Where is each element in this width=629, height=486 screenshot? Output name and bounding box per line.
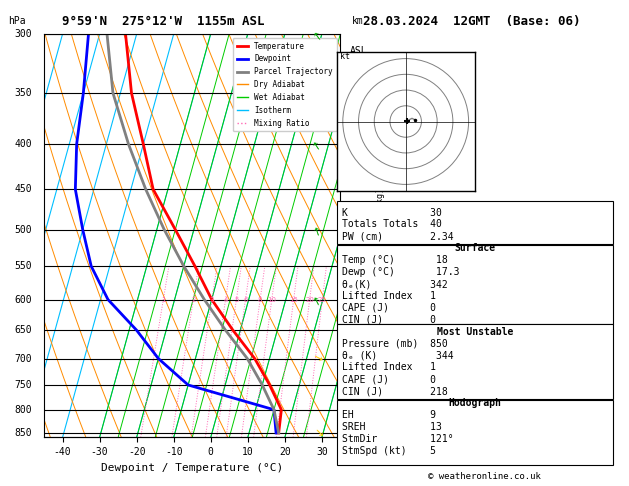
Text: 8: 8	[258, 296, 262, 302]
Text: 28.03.2024  12GMT  (Base: 06): 28.03.2024 12GMT (Base: 06)	[363, 15, 581, 28]
Text: -7: -7	[343, 54, 355, 64]
X-axis label: Dewpoint / Temperature (°C): Dewpoint / Temperature (°C)	[101, 463, 283, 473]
Text: 400: 400	[14, 139, 32, 149]
Text: 800: 800	[14, 405, 32, 415]
Text: →: →	[311, 138, 325, 151]
Text: 2: 2	[191, 296, 196, 302]
Text: -6: -6	[343, 139, 355, 149]
Text: K              30: K 30	[342, 208, 442, 218]
Text: 6: 6	[243, 296, 248, 302]
Text: 3: 3	[209, 296, 214, 302]
Text: 4: 4	[223, 296, 228, 302]
Text: 650: 650	[14, 325, 32, 335]
Legend: Temperature, Dewpoint, Parcel Trajectory, Dry Adiabat, Wet Adiabat, Isotherm, Mi: Temperature, Dewpoint, Parcel Trajectory…	[233, 38, 337, 131]
Text: ASL: ASL	[349, 46, 367, 56]
Text: © weatheronline.co.uk: © weatheronline.co.uk	[428, 472, 541, 481]
Text: 550: 550	[14, 261, 32, 271]
Text: StmSpd (kt)    5: StmSpd (kt) 5	[342, 446, 436, 456]
Text: 350: 350	[14, 88, 32, 98]
Text: SREH           13: SREH 13	[342, 422, 442, 432]
Text: Lifted Index   1: Lifted Index 1	[342, 291, 436, 301]
Text: 15: 15	[289, 296, 298, 302]
Text: 25: 25	[318, 296, 326, 302]
Text: →: →	[311, 293, 324, 306]
Text: EH             9: EH 9	[342, 410, 436, 420]
Text: Hodograph: Hodograph	[448, 398, 501, 408]
Text: kt: kt	[340, 52, 350, 61]
Text: -4: -4	[343, 295, 355, 305]
Text: StmDir         121°: StmDir 121°	[342, 434, 454, 444]
Text: θₑ(K)          342: θₑ(K) 342	[342, 279, 448, 289]
Text: 600: 600	[14, 295, 32, 305]
Text: 850: 850	[14, 428, 32, 438]
Text: 300: 300	[14, 29, 32, 39]
Text: hPa: hPa	[9, 16, 26, 26]
Text: Most Unstable: Most Unstable	[437, 327, 513, 337]
Text: 700: 700	[14, 353, 32, 364]
Text: -3: -3	[343, 362, 355, 372]
Text: 500: 500	[14, 225, 32, 235]
FancyBboxPatch shape	[337, 245, 613, 324]
Text: 750: 750	[14, 380, 32, 390]
Text: Totals Totals  40: Totals Totals 40	[342, 220, 442, 229]
Text: →: →	[311, 352, 324, 365]
Text: 1: 1	[161, 296, 165, 302]
Text: 5: 5	[234, 296, 238, 302]
Text: CAPE (J)       0: CAPE (J) 0	[342, 303, 436, 313]
Text: →: →	[311, 426, 325, 440]
FancyBboxPatch shape	[337, 324, 613, 399]
Text: -LCL: -LCL	[343, 432, 364, 440]
Text: Dewp (°C)       17.3: Dewp (°C) 17.3	[342, 267, 460, 277]
Text: PW (cm)        2.34: PW (cm) 2.34	[342, 231, 454, 242]
Text: Mixing Ratio (g/kg): Mixing Ratio (g/kg)	[376, 188, 385, 283]
Text: -5: -5	[343, 225, 355, 235]
Text: -2: -2	[343, 426, 355, 435]
Text: 450: 450	[14, 184, 32, 194]
Text: →: →	[311, 224, 324, 236]
FancyBboxPatch shape	[337, 201, 613, 243]
Text: →: →	[311, 27, 325, 41]
Text: CAPE (J)       0: CAPE (J) 0	[342, 374, 436, 384]
Text: CIN (J)        218: CIN (J) 218	[342, 386, 448, 396]
Text: km: km	[352, 16, 364, 26]
Text: Pressure (mb)  850: Pressure (mb) 850	[342, 339, 448, 348]
Text: 20: 20	[305, 296, 314, 302]
FancyBboxPatch shape	[337, 400, 613, 465]
Text: Surface: Surface	[454, 243, 496, 253]
Text: Temp (°C)       18: Temp (°C) 18	[342, 255, 448, 265]
Text: θₑ (K)          344: θₑ (K) 344	[342, 350, 454, 361]
Text: 10: 10	[267, 296, 276, 302]
Text: CIN (J)        0: CIN (J) 0	[342, 315, 436, 325]
Text: 9°59'N  275°12'W  1155m ASL: 9°59'N 275°12'W 1155m ASL	[62, 15, 265, 28]
Text: Lifted Index   1: Lifted Index 1	[342, 363, 436, 372]
